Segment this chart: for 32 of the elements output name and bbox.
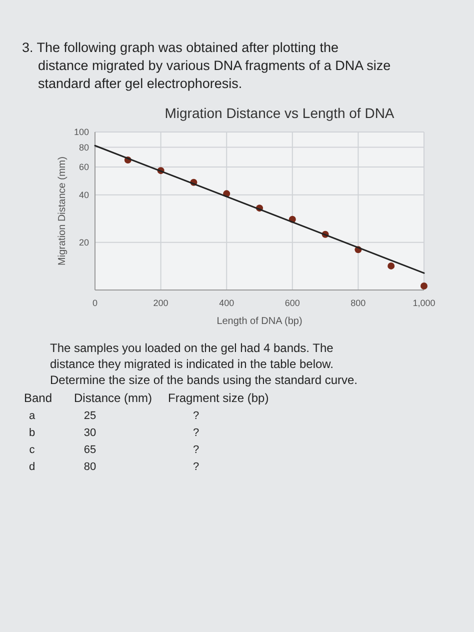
y-axis-title: Migration Distance (mm)	[57, 156, 68, 266]
text: Fragment size (bp)	[168, 391, 269, 405]
text: Distance (mm)	[74, 391, 152, 405]
y-tick-label: 40	[78, 190, 89, 200]
text: c	[29, 444, 36, 456]
text: Band	[24, 391, 52, 405]
text: 30	[84, 427, 96, 439]
text: ?	[192, 461, 200, 473]
text: ?	[192, 444, 200, 456]
x-tick-label: 600	[284, 298, 300, 308]
x-axis-title: Length of DNA (bp)	[216, 316, 302, 327]
x-tick-label: 400	[219, 298, 234, 308]
x-tick-label: 200	[153, 298, 168, 308]
text: 65	[84, 444, 96, 456]
y-tick-label: 100	[74, 127, 89, 137]
x-tick-label: 0	[92, 298, 98, 308]
text: ?	[192, 410, 200, 422]
x-tick-label: 1,000	[412, 298, 436, 308]
text: d	[28, 461, 36, 473]
text: The samples you loaded on the gel had 4 bands. The distance they migrated is indicated in the table below. Determine the size of the bands using the standard curve.	[50, 341, 358, 387]
text: 3. The following graph was obtained after plotting the distance migrated by various DNA fragments of a DNA size standard after gel electrophoresis.	[22, 40, 391, 91]
point	[420, 282, 428, 290]
point	[388, 262, 395, 270]
text: a	[28, 410, 36, 422]
y-tick-label: 80	[78, 142, 89, 152]
x-tick-label: 800	[350, 298, 366, 308]
text: b	[28, 427, 36, 439]
text: 25	[84, 410, 96, 422]
y-tick-label: 20	[78, 237, 89, 248]
text: ?	[192, 427, 200, 439]
chart-title: Migration Distance vs Length of DNA	[164, 105, 395, 121]
y-tick-label: 60	[78, 162, 89, 172]
